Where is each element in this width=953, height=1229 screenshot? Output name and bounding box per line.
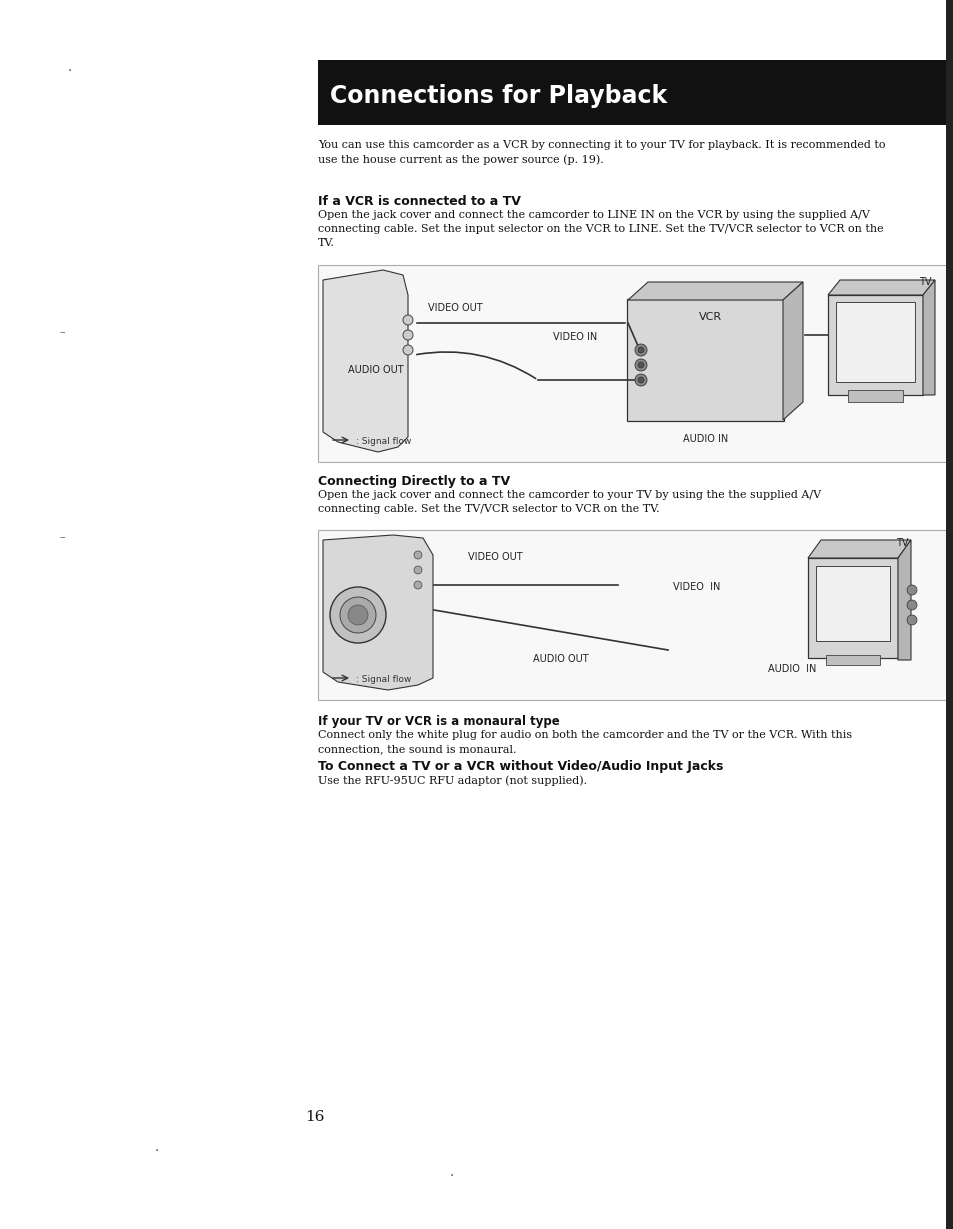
Polygon shape xyxy=(827,280,934,295)
Text: ·: · xyxy=(68,64,72,77)
Bar xyxy=(847,390,902,402)
Circle shape xyxy=(339,597,375,633)
Circle shape xyxy=(330,587,386,643)
Circle shape xyxy=(414,567,421,574)
Text: AUDIO OUT: AUDIO OUT xyxy=(348,365,403,375)
Text: VIDEO OUT: VIDEO OUT xyxy=(468,552,522,562)
Text: : Signal flow: : Signal flow xyxy=(355,675,411,683)
Text: To Connect a TV or a VCR without Video/Audio Input Jacks: To Connect a TV or a VCR without Video/A… xyxy=(317,760,722,773)
Circle shape xyxy=(635,374,646,386)
Circle shape xyxy=(638,377,643,383)
Text: AUDIO IN: AUDIO IN xyxy=(682,434,727,444)
FancyBboxPatch shape xyxy=(626,299,783,422)
Text: –: – xyxy=(60,532,66,542)
Bar xyxy=(835,302,914,382)
Text: If a VCR is connected to a TV: If a VCR is connected to a TV xyxy=(317,195,520,208)
Text: Open the jack cover and connect the camcorder to your TV by using the the suppli: Open the jack cover and connect the camc… xyxy=(317,490,821,514)
Circle shape xyxy=(402,345,413,355)
Circle shape xyxy=(638,347,643,353)
Bar xyxy=(945,0,953,1229)
Bar xyxy=(825,655,879,665)
Bar xyxy=(317,530,947,701)
Circle shape xyxy=(402,315,413,324)
Circle shape xyxy=(635,344,646,356)
Text: Connect only the white plug for audio on both the camcorder and the TV or the VC: Connect only the white plug for audio on… xyxy=(317,730,851,755)
Text: Use the RFU-95UC RFU adaptor (not supplied).: Use the RFU-95UC RFU adaptor (not suppli… xyxy=(317,775,586,785)
Text: Open the jack cover and connect the camcorder to LINE IN on the VCR by using the: Open the jack cover and connect the camc… xyxy=(317,210,882,248)
Text: : Signal flow: : Signal flow xyxy=(355,436,411,445)
Polygon shape xyxy=(323,270,408,452)
Bar xyxy=(317,60,947,125)
Text: AUDIO  IN: AUDIO IN xyxy=(767,664,816,673)
Text: ·: · xyxy=(154,1144,159,1158)
Bar xyxy=(815,567,889,642)
Circle shape xyxy=(906,585,916,595)
Circle shape xyxy=(414,581,421,589)
Circle shape xyxy=(348,605,368,626)
Text: You can use this camcorder as a VCR by connecting it to your TV for playback. It: You can use this camcorder as a VCR by c… xyxy=(317,140,884,165)
Circle shape xyxy=(906,614,916,626)
Bar xyxy=(317,265,947,462)
Text: If your TV or VCR is a monaural type: If your TV or VCR is a monaural type xyxy=(317,715,559,728)
Text: VIDEO IN: VIDEO IN xyxy=(553,332,597,342)
Text: Connections for Playback: Connections for Playback xyxy=(330,84,666,107)
Circle shape xyxy=(638,363,643,367)
Circle shape xyxy=(402,331,413,340)
Text: TV: TV xyxy=(918,277,930,288)
Text: AUDIO OUT: AUDIO OUT xyxy=(533,654,588,664)
Text: Connecting Directly to a TV: Connecting Directly to a TV xyxy=(317,474,510,488)
Bar xyxy=(827,295,923,395)
Text: VIDEO OUT: VIDEO OUT xyxy=(428,304,482,313)
Text: –: – xyxy=(60,327,66,337)
Text: VIDEO  IN: VIDEO IN xyxy=(672,583,720,592)
Bar xyxy=(807,558,897,658)
Circle shape xyxy=(906,600,916,610)
Polygon shape xyxy=(923,280,934,395)
Text: TV: TV xyxy=(895,538,907,548)
Circle shape xyxy=(414,551,421,559)
Polygon shape xyxy=(807,540,910,558)
Polygon shape xyxy=(627,281,802,300)
Text: ·: · xyxy=(450,1169,454,1184)
Polygon shape xyxy=(323,535,433,689)
Polygon shape xyxy=(897,540,910,660)
Text: 16: 16 xyxy=(305,1110,324,1125)
Text: VCR: VCR xyxy=(699,312,721,322)
Circle shape xyxy=(635,359,646,371)
Polygon shape xyxy=(782,281,802,420)
